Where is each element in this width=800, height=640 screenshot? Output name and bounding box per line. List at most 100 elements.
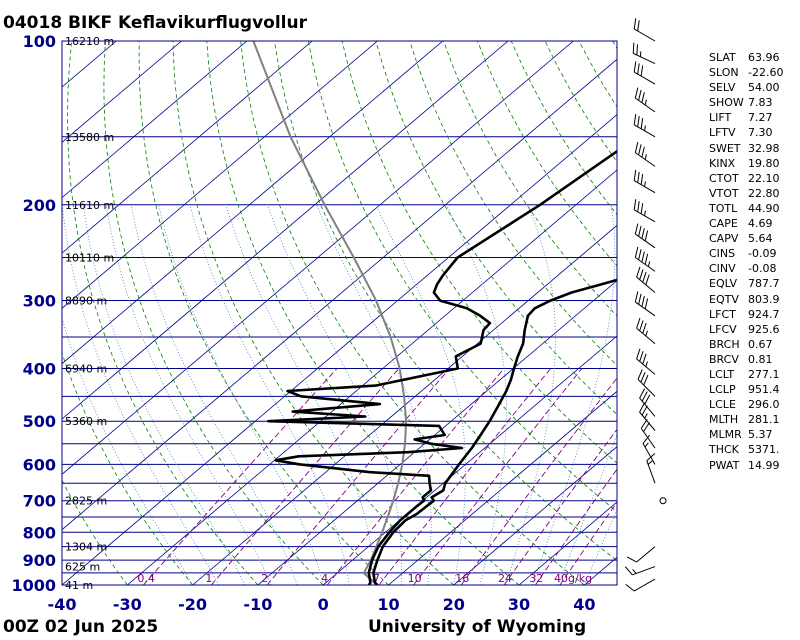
wind-barb-flag	[633, 61, 637, 73]
wind-barb	[659, 497, 667, 505]
dry-adiabat	[138, 41, 389, 585]
index-row: SELV 54.00	[709, 80, 783, 95]
index-value: 951.4	[748, 383, 780, 397]
wind-barbs	[624, 18, 667, 592]
isotherm-line	[192, 224, 617, 585]
dry-adiabat	[782, 41, 800, 585]
wind-barb	[639, 388, 656, 417]
index-value: 19.80	[748, 156, 780, 170]
source-label: University of Wyoming	[368, 617, 586, 637]
wind-barb-flag	[641, 92, 645, 103]
stability-indices: SLAT 63.96 SLON -22.60 SELV 54.00 SHOW 7.83 LIFT…	[709, 50, 783, 473]
moist-adiabat	[584, 508, 617, 585]
index-row: BRCH 0.67	[709, 337, 783, 352]
temperature-tick-label: -40	[48, 595, 77, 614]
dry-adiabat	[274, 41, 617, 562]
height-label: 625 m	[65, 561, 100, 574]
index-name: MLMR	[709, 428, 742, 442]
wind-barb	[633, 114, 656, 138]
wind-barb-staff	[636, 546, 656, 563]
mixing-ratio-label: 40g/kg	[554, 572, 592, 585]
wind-barb-half-flag	[647, 460, 653, 465]
index-name: LFTV	[709, 126, 736, 140]
wind-barb-half-flag	[645, 330, 648, 337]
wind-barb	[634, 246, 656, 272]
axis-labels: 0.4 1 2 4 7 10 16 24 32 40g/kg1002003004005006007…	[11, 32, 595, 614]
index-value: 281.1	[748, 413, 780, 427]
wind-barb-flag	[633, 169, 637, 181]
wind-barb-flag	[641, 228, 645, 239]
wind-barb	[633, 18, 656, 42]
index-row: SHOW 7.83	[709, 95, 783, 110]
index-name: SELV	[709, 81, 736, 95]
wind-barb-flag	[636, 44, 638, 56]
wind-barb-half-flag	[645, 361, 648, 367]
index-row: LFTV 7.30	[709, 125, 783, 140]
isotherm-line	[62, 41, 444, 365]
wind-barb	[640, 419, 656, 449]
index-row: LCLP 951.4	[709, 382, 783, 397]
height-label: 13580 m	[65, 131, 114, 144]
moist-adiabat	[158, 204, 324, 585]
index-row: PWAT 14.99	[709, 458, 783, 473]
isotherm-line	[62, 41, 248, 199]
wind-barb-half-flag	[644, 442, 649, 448]
temperature-tick-label: 30	[508, 595, 530, 614]
index-value: 787.7	[748, 277, 780, 291]
wind-barb-flag	[634, 141, 639, 153]
wind-barb	[639, 402, 656, 431]
wind-barb-flag	[637, 20, 640, 32]
height-label: 10110 m	[65, 251, 114, 264]
index-name: THCK	[709, 443, 739, 457]
index-value: 22.80	[748, 186, 780, 200]
index-value: 5.64	[748, 232, 773, 246]
pressure-tick-label: 800	[23, 523, 56, 542]
mixing-ratio-line	[378, 368, 551, 585]
wind-barb-flag	[634, 291, 639, 303]
wind-barb-half-flag	[632, 569, 637, 574]
dry-adiabat	[103, 41, 324, 585]
wind-barb-flag	[640, 118, 644, 129]
parcel-trace	[252, 41, 408, 585]
index-value: 4.69	[748, 217, 773, 231]
wind-barb-flag	[626, 556, 637, 563]
wind-barb-flag	[633, 18, 637, 30]
mixing-ratio-line	[413, 368, 583, 585]
wind-barb	[634, 87, 656, 113]
index-value: 14.99	[748, 458, 780, 472]
index-row: EQTV 803.9	[709, 292, 783, 307]
index-value: 803.9	[748, 292, 780, 306]
wind-barb-flag	[639, 269, 644, 280]
height-label: 2825 m	[65, 495, 107, 508]
index-value: 7.83	[748, 96, 773, 110]
pressure-tick-label: 900	[23, 551, 56, 570]
wind-barb-flag	[642, 322, 647, 334]
index-row: KINX 19.80	[709, 156, 783, 171]
index-row: LFCT 924.7	[709, 307, 783, 322]
height-label: 11610 m	[65, 199, 114, 212]
wind-barb-flag	[641, 391, 648, 402]
height-label: 8890 m	[65, 295, 107, 308]
mixing-ratio-line	[503, 428, 617, 585]
wind-barb	[636, 348, 656, 375]
wind-barb	[634, 223, 656, 249]
index-row: EQLV 787.7	[709, 276, 783, 291]
mixing-ratio-label: 10	[408, 572, 422, 585]
index-name: BRCV	[709, 352, 739, 366]
isotherm-line	[62, 41, 574, 475]
index-name: SLAT	[709, 51, 736, 64]
wind-barb-flag	[644, 230, 649, 242]
mixing-ratio-line	[210, 368, 400, 585]
time-label: 00Z 02 Jun 2025	[3, 617, 158, 637]
index-row: LCLE 296.0	[709, 397, 783, 412]
pressure-tick-label: 100	[23, 32, 56, 51]
mixing-ratio-line	[559, 501, 617, 585]
dry-adiabat	[62, 479, 128, 585]
moist-adiabat	[316, 204, 432, 585]
dry-adiabat	[409, 41, 617, 367]
wind-barb	[633, 61, 656, 85]
moist-adiabat	[446, 204, 507, 585]
isotherm-line	[62, 114, 617, 585]
index-name: EQTV	[709, 292, 739, 306]
dry-adiabat	[67, 41, 259, 585]
